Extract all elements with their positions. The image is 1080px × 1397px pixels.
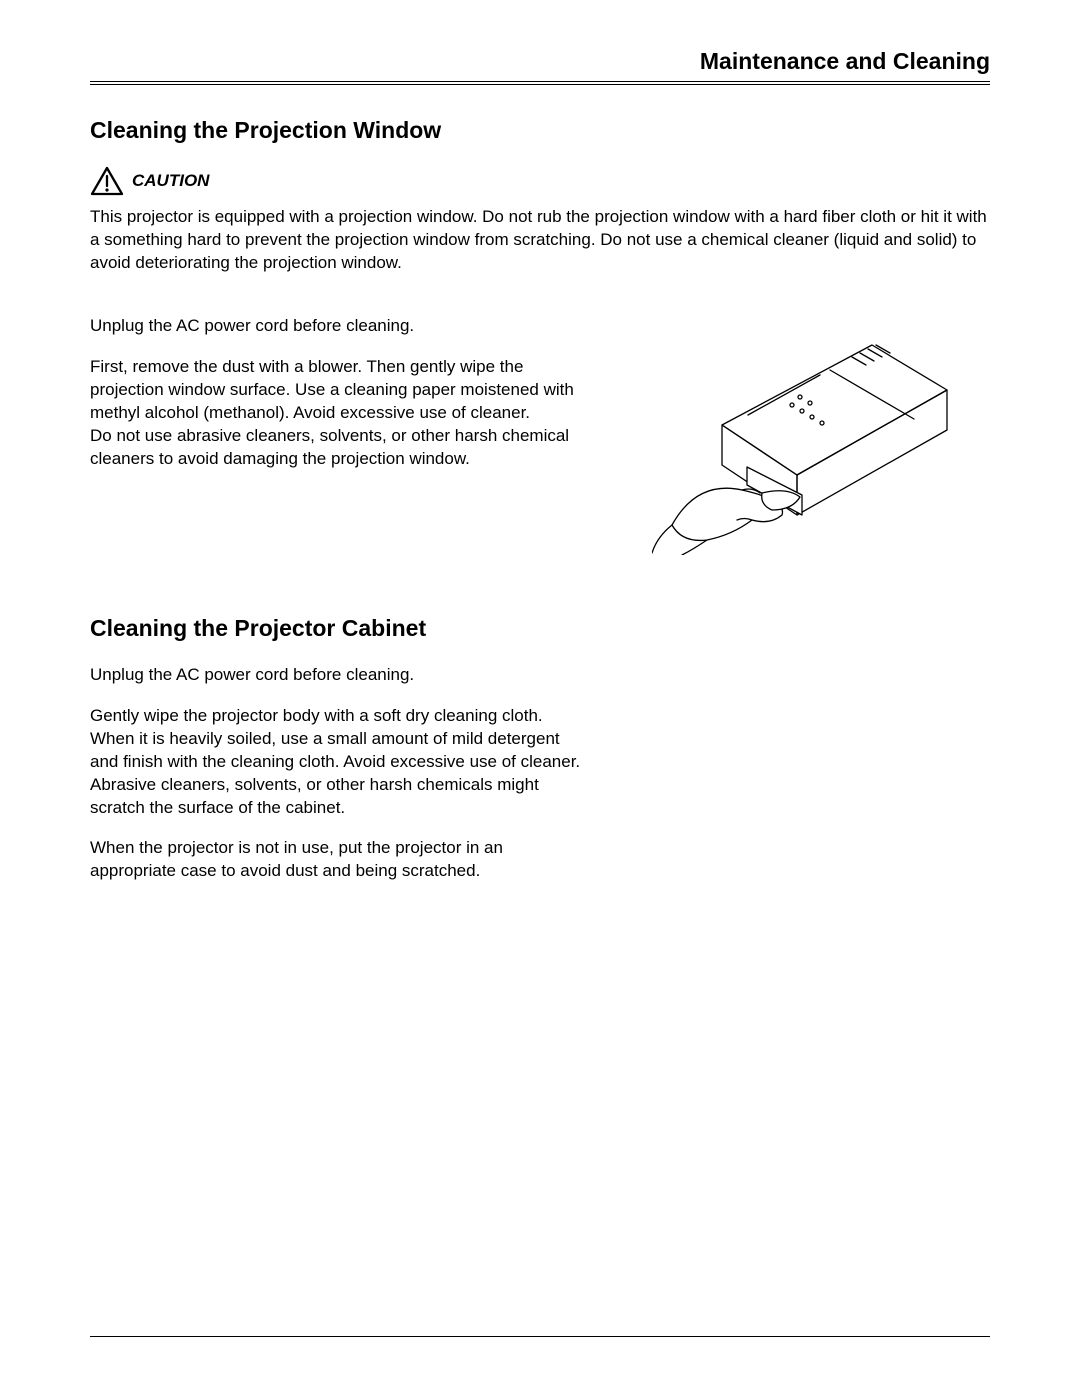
header-rule-top [90, 81, 990, 82]
section2-two-col: Unplug the AC power cord before cleaning… [90, 664, 990, 902]
section2-p1: Unplug the AC power cord before cleaning… [90, 664, 590, 687]
section2-p2: Gently wipe the projector body with a so… [90, 705, 590, 820]
section2-heading: Cleaning the Projector Cabinet [90, 615, 990, 642]
section2-p3: When the projector is not in use, put th… [90, 837, 590, 883]
caution-label: CAUTION [132, 171, 209, 191]
section2-left-col: Unplug the AC power cord before cleaning… [90, 664, 590, 902]
section1-p3: Do not use abrasive cleaners, solvents, … [90, 425, 590, 471]
projector-cleaning-illustration [652, 315, 952, 555]
caution-triangle-icon [90, 166, 124, 196]
footer-rule [90, 1336, 990, 1337]
header-rule-bottom [90, 84, 990, 85]
section1-two-col: Unplug the AC power cord before cleaning… [90, 315, 990, 555]
page-root: Maintenance and Cleaning Cleaning the Pr… [0, 0, 1080, 1397]
section1-left-col: Unplug the AC power cord before cleaning… [90, 315, 590, 555]
caution-text: This projector is equipped with a projec… [90, 206, 990, 275]
section1-right-col [614, 315, 990, 555]
section2-right-col [614, 664, 990, 902]
caution-row: CAUTION [90, 166, 990, 196]
page-header-title: Maintenance and Cleaning [90, 48, 990, 75]
section1-heading: Cleaning the Projection Window [90, 117, 990, 144]
section1-p2: First, remove the dust with a blower. Th… [90, 356, 590, 425]
section1-p1: Unplug the AC power cord before cleaning… [90, 315, 590, 338]
